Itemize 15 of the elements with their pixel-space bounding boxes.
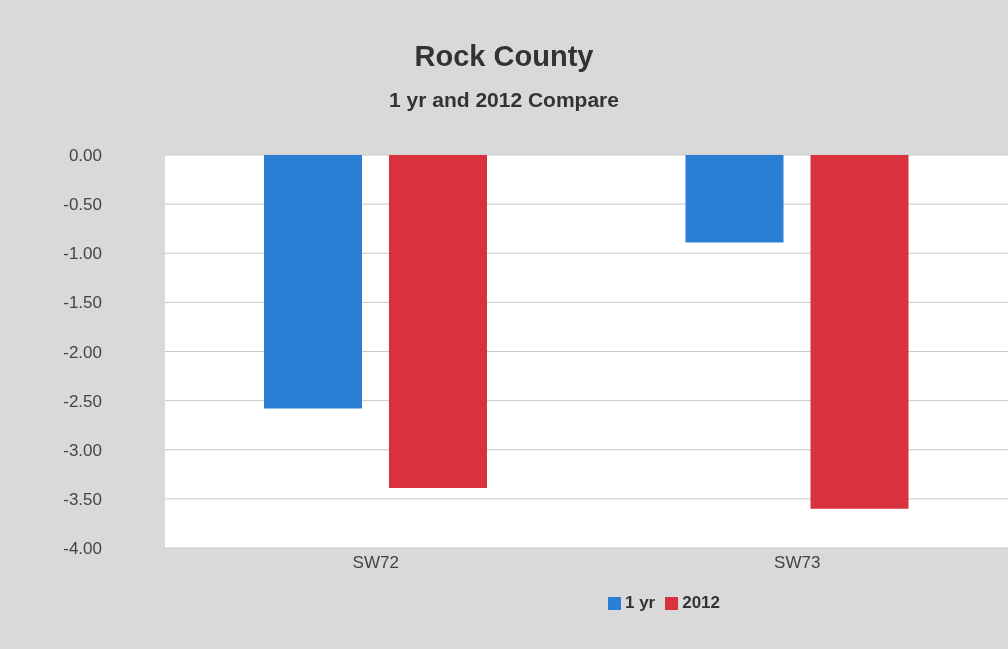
legend-label: 1 yr xyxy=(624,593,656,612)
y-tick-label: -3.00 xyxy=(63,440,102,460)
y-tick-label: 0.00 xyxy=(68,146,102,166)
chart-subtitle: 1 yr and 2012 Compare xyxy=(388,88,620,112)
y-tick-label: -2.50 xyxy=(63,391,102,411)
x-tick-label: SW73 xyxy=(774,553,821,573)
y-tick-label: -1.50 xyxy=(63,293,102,313)
x-tick-label: SW72 xyxy=(352,553,399,573)
legend-label: 2012 xyxy=(682,593,721,612)
y-tick-label: -4.00 xyxy=(63,539,102,559)
y-tick-label: -0.50 xyxy=(63,195,102,215)
chart-title: Rock County xyxy=(413,40,595,73)
y-tick-label: -3.50 xyxy=(63,489,102,509)
y-tick-label: -1.00 xyxy=(63,244,102,264)
y-tick-label: -2.00 xyxy=(63,342,102,362)
